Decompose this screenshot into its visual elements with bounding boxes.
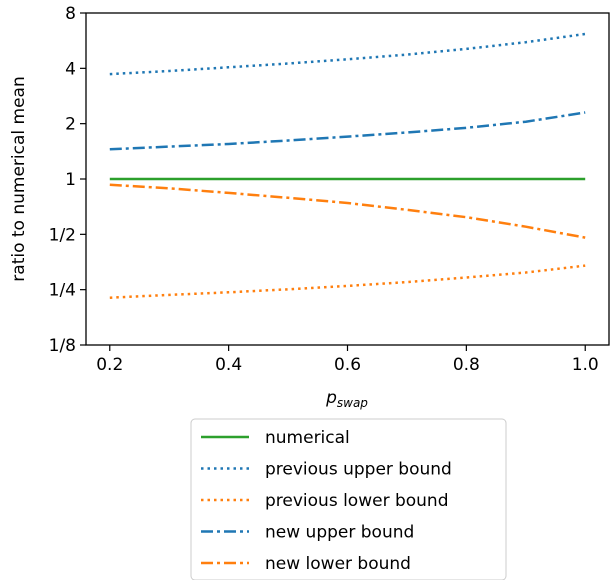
series-line-new-upper-bound [110, 113, 585, 150]
y-tick-label: 1/8 [49, 336, 76, 356]
legend: numerical previous upper bound previous lo… [191, 419, 506, 580]
x-axis: 0.2 0.4 0.6 0.8 1.0 [96, 345, 599, 375]
x-tick-label: 0.4 [215, 355, 242, 375]
x-tick-label: 1.0 [572, 355, 599, 375]
x-axis-label: pswap [325, 388, 368, 410]
x-tick-label: 0.6 [334, 355, 361, 375]
x-axis-label-main: p [325, 388, 337, 408]
x-tick-label: 0.2 [96, 355, 123, 375]
y-tick-label: 8 [65, 4, 76, 24]
x-axis-label-sub: swap [337, 396, 368, 410]
legend-label: new upper bound [265, 523, 414, 543]
series-line-previous-upper-bound [110, 34, 585, 74]
series-line-new-lower-bound [110, 185, 585, 238]
series-lines [110, 34, 585, 298]
series-line-previous-lower-bound [110, 266, 585, 298]
y-tick-label: 2 [65, 115, 76, 135]
y-tick-label: 1/2 [49, 225, 76, 245]
legend-label: previous lower bound [265, 491, 449, 511]
y-axis: 1/8 1/4 1/2 1 2 4 8 [49, 4, 86, 356]
y-tick-label: 1/4 [49, 281, 76, 301]
y-tick-label: 1 [65, 170, 76, 190]
x-tick-label: 0.8 [453, 355, 480, 375]
y-tick-label: 4 [65, 59, 76, 79]
legend-label: previous upper bound [265, 460, 452, 480]
legend-label: numerical [265, 428, 350, 448]
y-axis-label: ratio to numerical mean [9, 76, 29, 281]
legend-label: new lower bound [265, 554, 411, 574]
